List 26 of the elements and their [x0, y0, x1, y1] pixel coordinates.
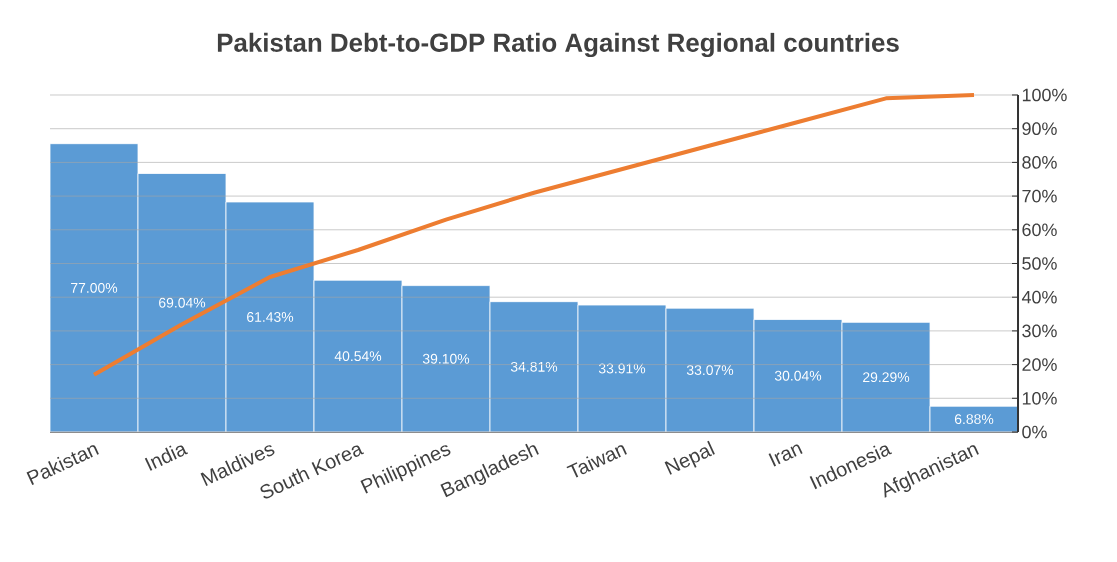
data-label: 34.81% — [510, 361, 558, 372]
y2-tick-label: 90% — [1022, 122, 1057, 136]
x-tick-label: India — [144, 445, 189, 471]
y2-tick-label: 60% — [1022, 223, 1057, 237]
data-label: 61.43% — [247, 312, 294, 322]
y2-tick-label: 30% — [1022, 324, 1057, 338]
x-tick-label: Iran — [768, 444, 803, 467]
y2-tick-label: 80% — [1022, 156, 1057, 169]
data-label: 33.91% — [598, 363, 646, 374]
data-label: 40.54% — [334, 351, 382, 362]
y2-tick-label: 50% — [1022, 257, 1057, 270]
data-label: 6.88% — [954, 414, 994, 425]
data-label: 39.10% — [422, 353, 470, 364]
y2-tick-label: 70% — [1022, 189, 1057, 203]
x-tick-label: Taiwan — [566, 445, 627, 478]
y2-tick-label: 20% — [1022, 358, 1057, 371]
y2-tick-label: 100% — [1022, 88, 1067, 102]
chart-title: Pakistan Debt-to-GDP Ratio Against Regional countries — [217, 32, 899, 58]
y2-tick-label: 40% — [1021, 290, 1057, 304]
data-label: 33.07% — [686, 365, 734, 376]
data-label: 30.04% — [774, 370, 822, 381]
data-label: 77.00% — [71, 282, 118, 293]
data-label: 69.04% — [159, 297, 206, 308]
data-label: 29.29% — [863, 372, 910, 383]
y2-tick-label: 10% — [1022, 391, 1057, 405]
y2-tick-label: 0% — [1022, 425, 1047, 439]
